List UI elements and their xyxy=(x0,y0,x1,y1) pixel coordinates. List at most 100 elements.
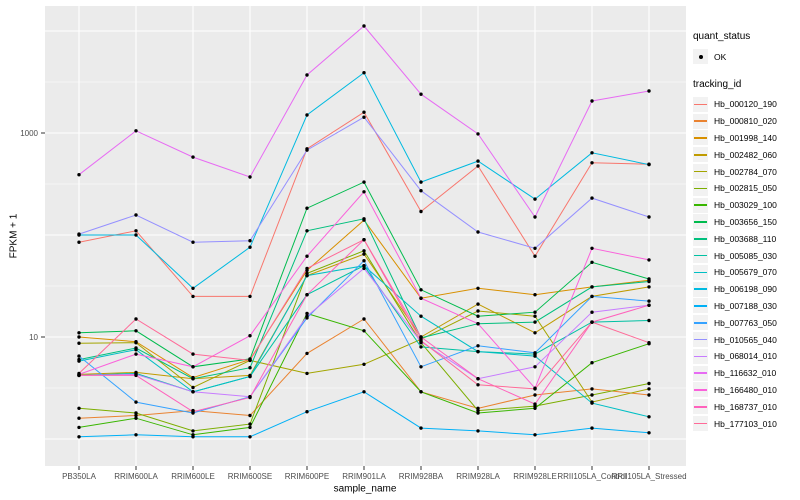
data-point xyxy=(476,349,480,354)
data-point xyxy=(191,240,195,244)
data-point xyxy=(134,433,138,437)
data-point xyxy=(647,162,651,167)
data-point xyxy=(134,373,138,378)
data-point xyxy=(647,303,651,307)
data-point xyxy=(248,395,252,400)
x-tick-label: RRIM901LA xyxy=(342,472,386,481)
data-point xyxy=(77,371,81,376)
legend-entry-label: Hb_006198_090 xyxy=(714,284,777,295)
line-swatch-icon xyxy=(693,382,708,398)
data-point xyxy=(191,429,195,433)
data-point xyxy=(134,341,138,345)
data-point xyxy=(533,215,537,219)
data-point xyxy=(647,258,651,262)
data-point xyxy=(362,115,366,119)
data-point xyxy=(533,254,537,258)
data-point xyxy=(590,260,594,264)
legend-entry-label: Hb_007188_030 xyxy=(714,300,777,311)
legend-entry-ok: OK xyxy=(693,48,799,65)
x-tick-label: RRIM600LA xyxy=(114,472,158,481)
data-point xyxy=(419,209,423,214)
data-point xyxy=(77,406,81,410)
data-point xyxy=(590,361,594,365)
data-point xyxy=(134,329,138,333)
line-swatch-icon xyxy=(693,231,708,247)
legend-entry-label: Hb_005679_070 xyxy=(714,267,777,278)
legend-entry-Hb_005679_070: Hb_005679_070 xyxy=(693,264,799,281)
data-point xyxy=(647,299,651,303)
legend-entry-label: Hb_005085_030 xyxy=(714,250,777,261)
data-point xyxy=(77,331,81,335)
data-point xyxy=(134,233,138,237)
legend-entry-label: Hb_166480_010 xyxy=(714,384,777,395)
legend-entry-Hb_002482_060: Hb_002482_060 xyxy=(693,146,799,163)
legend: quant_status OK tracking_id Hb_000120_19… xyxy=(693,31,799,432)
data-point xyxy=(590,426,594,430)
data-point xyxy=(305,73,309,77)
data-point xyxy=(305,113,309,117)
y-tick-label: 10 xyxy=(29,333,38,342)
data-point xyxy=(134,411,138,415)
data-point xyxy=(362,217,366,221)
data-point xyxy=(248,294,252,299)
data-point xyxy=(647,393,651,397)
data-point xyxy=(134,416,138,420)
data-point xyxy=(362,252,366,256)
data-point xyxy=(248,435,252,439)
data-point xyxy=(362,259,366,263)
legend-entry-Hb_002784_070: Hb_002784_070 xyxy=(693,163,799,180)
legend-entry-Hb_005085_030: Hb_005085_030 xyxy=(693,247,799,264)
data-point xyxy=(305,314,309,318)
data-point xyxy=(476,230,480,234)
data-point xyxy=(533,354,537,358)
data-point xyxy=(305,266,309,271)
x-tick-label: RRIM928LA xyxy=(456,472,500,481)
data-point xyxy=(248,239,252,243)
data-point xyxy=(419,189,423,193)
line-swatch-icon xyxy=(693,180,708,196)
data-point xyxy=(248,334,252,338)
data-point xyxy=(362,390,366,394)
x-tick-label: RRIM600PE xyxy=(285,472,329,481)
legend-entry-label: Hb_007763_050 xyxy=(714,317,777,328)
data-point xyxy=(590,285,594,289)
data-point xyxy=(305,311,309,316)
plot-panel xyxy=(45,6,686,466)
line-swatch-icon xyxy=(693,164,708,180)
x-tick-label: RRII105LA_Control xyxy=(557,472,627,481)
data-point xyxy=(134,413,138,418)
data-point xyxy=(362,317,366,321)
data-point xyxy=(476,383,480,387)
data-point xyxy=(191,155,195,159)
data-point xyxy=(305,206,309,210)
data-point xyxy=(305,254,309,258)
x-axis-title: sample_name xyxy=(333,483,397,495)
data-point xyxy=(476,322,480,326)
data-point xyxy=(647,431,651,435)
data-point xyxy=(77,232,81,236)
data-point xyxy=(134,129,138,133)
data-point xyxy=(533,320,537,324)
data-point xyxy=(647,285,651,289)
legend-entry-Hb_168737_010: Hb_168737_010 xyxy=(693,398,799,415)
data-point xyxy=(305,371,309,376)
legend-quant-status-title: quant_status xyxy=(693,31,751,42)
data-point xyxy=(191,385,195,390)
data-point xyxy=(305,410,309,414)
line-swatch-icon xyxy=(693,197,708,213)
data-point xyxy=(590,196,594,200)
legend-entry-Hb_003656_150: Hb_003656_150 xyxy=(693,214,799,231)
legend-entry-label: Hb_003688_110 xyxy=(714,233,777,244)
legend-tracking-id-title: tracking_id xyxy=(693,79,742,90)
data-point xyxy=(191,352,195,356)
data-point xyxy=(77,354,81,358)
data-point xyxy=(248,413,252,418)
data-point xyxy=(533,314,537,318)
data-point xyxy=(419,335,423,339)
legend-entry-Hb_003688_110: Hb_003688_110 xyxy=(693,230,799,247)
line-swatch-icon xyxy=(693,315,708,331)
data-point xyxy=(590,401,594,405)
data-point xyxy=(362,249,366,253)
data-point xyxy=(590,246,594,250)
data-point xyxy=(362,180,366,184)
